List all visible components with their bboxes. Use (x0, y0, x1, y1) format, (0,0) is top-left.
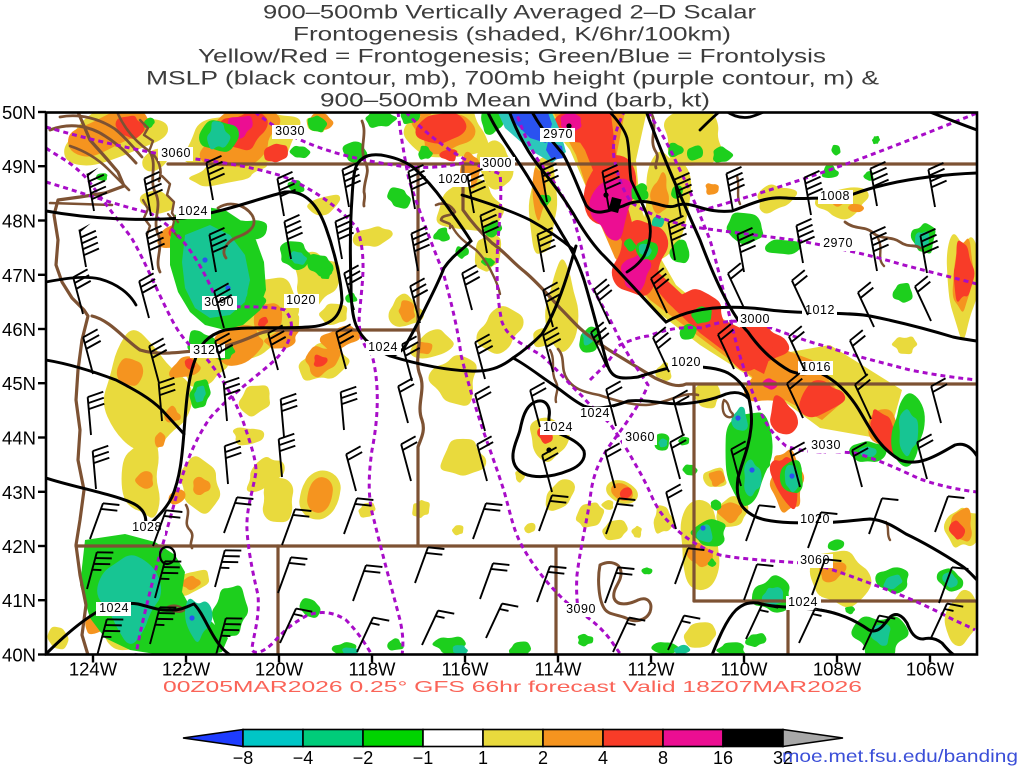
svg-text:MSLP (black contour, mb), 700m: MSLP (black contour, mb), 700mb height (… (146, 69, 879, 90)
svg-text:1008: 1008 (820, 189, 850, 203)
svg-text:Frontogenesis (shaded, K/6hr/1: Frontogenesis (shaded, K/6hr/100km) (293, 24, 731, 45)
svg-text:−4: −4 (293, 748, 314, 768)
svg-text:1: 1 (478, 748, 488, 768)
svg-text:110W: 110W (721, 659, 768, 680)
svg-text:108W: 108W (813, 659, 862, 680)
svg-text:1020: 1020 (800, 512, 830, 526)
svg-text:1024: 1024 (580, 406, 610, 420)
svg-text:moe.met.fsu.edu/banding: moe.met.fsu.edu/banding (782, 746, 1018, 766)
svg-text:900–500mb Mean Wind (barb, kt): 900–500mb Mean Wind (barb, kt) (320, 91, 710, 112)
svg-text:3060: 3060 (800, 553, 830, 567)
svg-text:106W: 106W (906, 659, 955, 680)
svg-text:48N: 48N (2, 211, 36, 232)
svg-text:40N: 40N (2, 645, 36, 666)
svg-text:2970: 2970 (823, 236, 853, 250)
svg-text:3090: 3090 (566, 602, 596, 616)
svg-text:1024: 1024 (788, 595, 818, 609)
svg-text:122W: 122W (162, 659, 211, 680)
svg-text:44N: 44N (2, 428, 36, 449)
svg-text:3060: 3060 (161, 146, 191, 160)
svg-text:1024: 1024 (178, 204, 208, 218)
svg-text:1024: 1024 (99, 601, 129, 615)
svg-text:3000: 3000 (482, 156, 512, 170)
svg-text:46N: 46N (2, 319, 36, 340)
svg-text:1024: 1024 (368, 340, 398, 354)
svg-text:1012: 1012 (805, 303, 835, 317)
svg-text:−8: −8 (233, 748, 254, 768)
svg-text:32: 32 (773, 748, 793, 768)
svg-text:1020: 1020 (286, 293, 316, 307)
svg-text:Yellow/Red = Frontogenesis; G: Yellow/Red = Frontogenesis; Green/Blue =… (198, 46, 826, 67)
svg-text:116W: 116W (442, 659, 489, 680)
svg-text:120W: 120W (255, 659, 304, 680)
svg-text:−1: −1 (413, 748, 434, 768)
svg-text:900–500mb Vertically Averaged: 900–500mb Vertically Averaged 2–D Scalar (263, 3, 757, 24)
svg-text:49N: 49N (2, 156, 36, 177)
svg-text:50N: 50N (2, 102, 36, 123)
svg-text:41N: 41N (2, 590, 36, 611)
svg-text:3000: 3000 (740, 312, 770, 326)
svg-text:1020: 1020 (438, 172, 468, 186)
svg-text:16: 16 (713, 748, 733, 768)
svg-text:118W: 118W (349, 659, 396, 680)
svg-text:1028: 1028 (132, 520, 162, 534)
svg-text:3030: 3030 (275, 124, 305, 138)
svg-text:43N: 43N (2, 482, 36, 503)
svg-text:114W: 114W (535, 659, 582, 680)
svg-text:2970: 2970 (543, 127, 573, 141)
svg-text:1024: 1024 (543, 420, 573, 434)
svg-text:1016: 1016 (801, 360, 831, 374)
svg-text:3030: 3030 (811, 438, 841, 452)
svg-text:112W: 112W (628, 659, 675, 680)
svg-text:1020: 1020 (671, 355, 701, 369)
svg-text:4: 4 (598, 748, 608, 768)
svg-text:47N: 47N (2, 265, 36, 286)
svg-text:2: 2 (538, 748, 548, 768)
svg-text:−2: −2 (353, 748, 374, 768)
svg-text:42N: 42N (2, 536, 36, 557)
svg-text:3060: 3060 (625, 430, 655, 444)
svg-text:45N: 45N (2, 373, 36, 394)
svg-text:124W: 124W (69, 659, 118, 680)
svg-text:8: 8 (658, 748, 668, 768)
svg-text:00Z05MAR2026 0.25° GFS 66hr fo: 00Z05MAR2026 0.25° GFS 66hr forecast Val… (163, 679, 862, 696)
svg-text:3120: 3120 (193, 343, 223, 357)
